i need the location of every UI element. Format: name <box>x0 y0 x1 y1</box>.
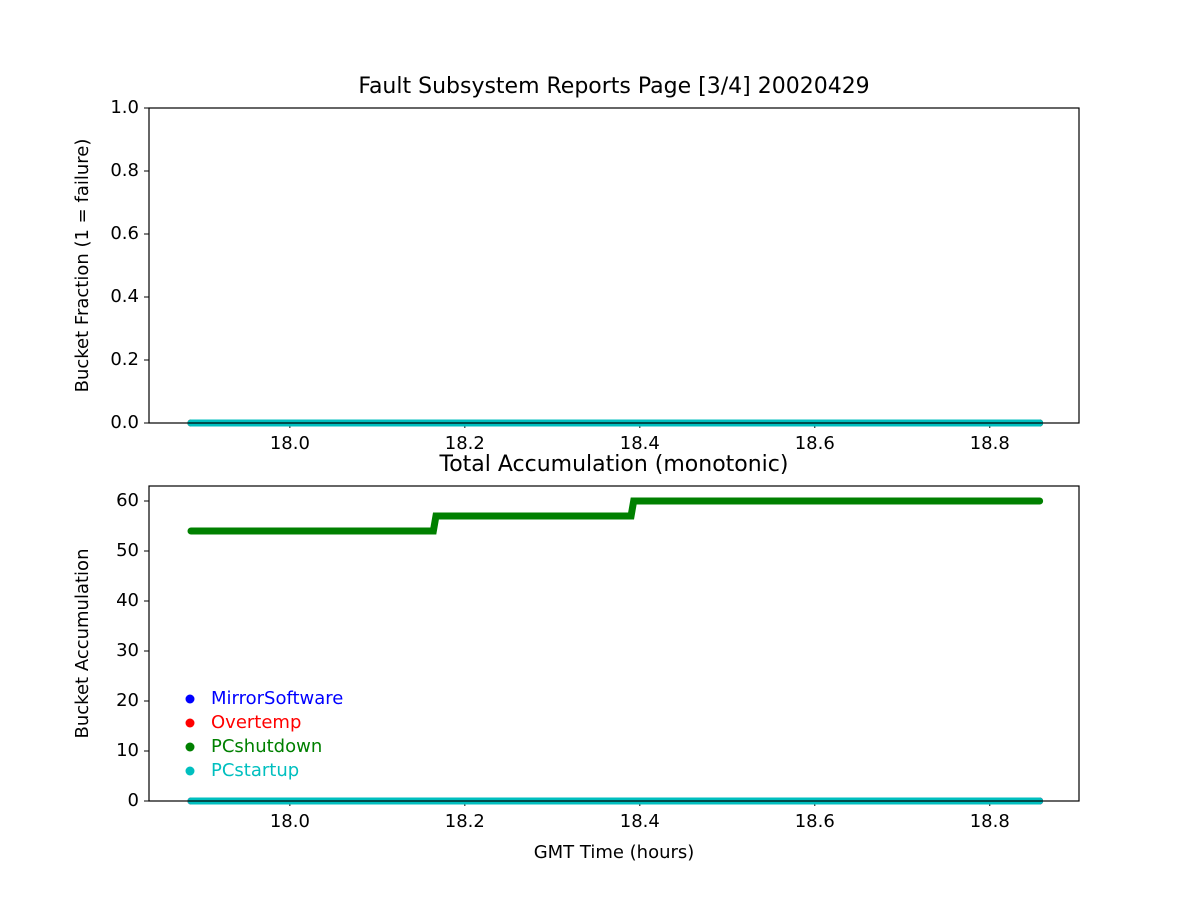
y-tick-label: 30 <box>116 640 139 661</box>
y-tick-label: 60 <box>116 490 139 511</box>
x-tick-label: 18.0 <box>270 811 310 832</box>
y-tick-label: 50 <box>116 540 139 561</box>
y-axis-label: Bucket Fraction (1 = failure) <box>72 139 93 393</box>
y-tick-label: 0 <box>128 790 139 811</box>
series-line <box>187 497 1044 535</box>
x-tick-label: 18.4 <box>620 433 660 454</box>
legend-label: PCshutdown <box>211 736 322 757</box>
x-tick-label: 18.6 <box>795 433 835 454</box>
y-tick-label: 20 <box>116 690 139 711</box>
y-tick-label: 0.0 <box>110 412 139 433</box>
y-axis-label: Bucket Accumulation <box>72 549 93 739</box>
legend-marker <box>185 766 195 776</box>
plot-frame <box>148 107 1080 424</box>
y-tick-label: 0.6 <box>110 223 139 244</box>
legend-label: Overtemp <box>211 712 301 733</box>
legend-marker <box>185 718 195 728</box>
x-tick-label: 18.2 <box>445 811 485 832</box>
x-axis-label: GMT Time (hours) <box>534 842 695 863</box>
legend-label: MirrorSoftware <box>211 688 343 709</box>
x-tick-label: 18.4 <box>620 811 660 832</box>
legend-marker <box>185 742 195 752</box>
y-tick-label: 40 <box>116 590 139 611</box>
x-tick-label: 18.0 <box>270 433 310 454</box>
y-tick-label: 10 <box>116 740 139 761</box>
legend-label: PCstartup <box>211 760 299 781</box>
chart-title: Total Accumulation (monotonic) <box>439 452 789 477</box>
y-tick-label: 0.8 <box>110 160 139 181</box>
plot-frame <box>148 485 1080 802</box>
x-tick-label: 18.2 <box>445 433 485 454</box>
x-tick-label: 18.6 <box>795 811 835 832</box>
x-tick-label: 18.8 <box>970 433 1010 454</box>
y-tick-label: 0.2 <box>110 349 139 370</box>
y-tick-label: 1.0 <box>110 97 139 118</box>
y-tick-label: 0.4 <box>110 286 139 307</box>
chart-title: Fault Subsystem Reports Page [3/4] 20020… <box>358 74 869 99</box>
legend-marker <box>185 694 195 704</box>
x-tick-label: 18.8 <box>970 811 1010 832</box>
